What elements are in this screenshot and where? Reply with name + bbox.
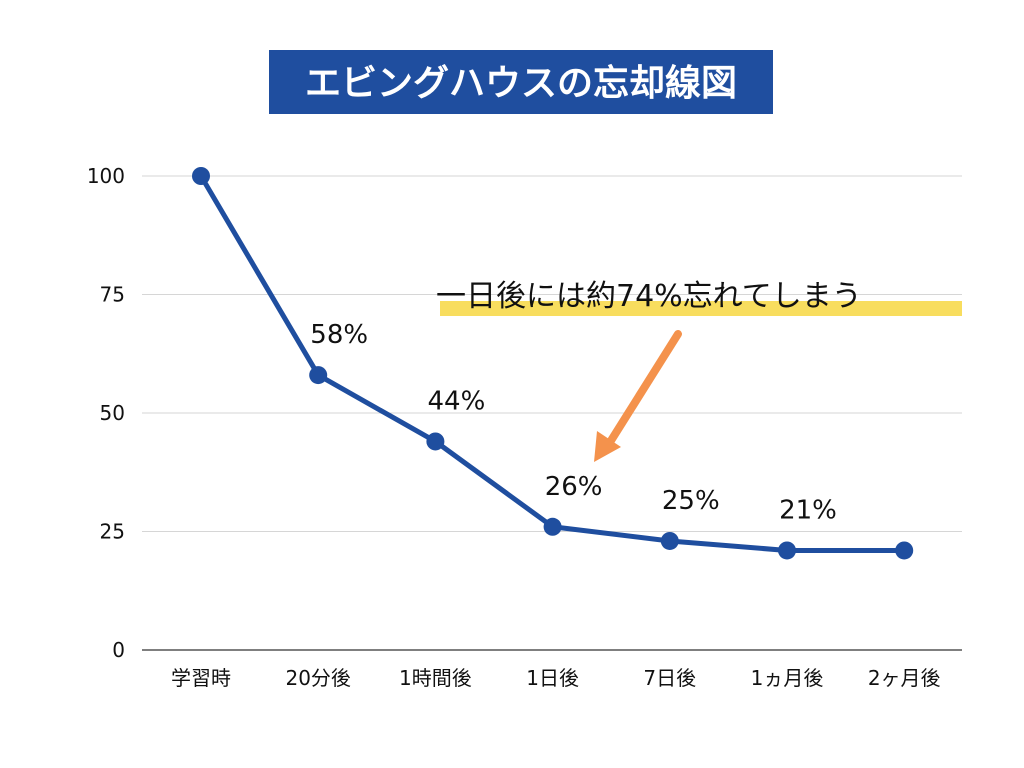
- data-point-4: [660, 531, 679, 550]
- chart-title-background: [269, 50, 773, 114]
- y-axis-ticks: 0 25 50 75 100: [87, 164, 125, 662]
- y-tick-label-100: 100: [87, 164, 125, 188]
- callout-arrow-shaft: [603, 330, 682, 451]
- y-tick-label-75: 75: [100, 283, 125, 307]
- y-tick-label-0: 0: [112, 638, 125, 662]
- x-axis-ticks: 学習時 20分後 1時間後 1日後 7日後 1ヵ月後 2ヶ月後: [171, 666, 941, 690]
- x-tick-label-4: 7日後: [643, 666, 696, 690]
- series-layer: [192, 167, 914, 560]
- x-tick-label-6: 2ヶ月後: [868, 666, 941, 690]
- callout-highlight: [440, 301, 962, 316]
- x-tick-label-0: 学習時: [171, 666, 231, 690]
- x-tick-label-2: 1時間後: [399, 666, 472, 690]
- x-tick-label-5: 1ヵ月後: [751, 666, 824, 690]
- data-point-5: [778, 541, 796, 560]
- data-point-0: [192, 167, 210, 185]
- chart-title-text: エビングハウスの忘却線図: [305, 63, 737, 104]
- callout-text: 一日後には約74%忘れてしまう: [436, 279, 862, 314]
- data-label-3: 26%: [545, 472, 603, 502]
- data-point-1: [309, 366, 328, 385]
- x-tick-label-3: 1日後: [526, 666, 579, 690]
- data-label-1: 58%: [310, 320, 368, 350]
- callout-arrow-head: [594, 431, 621, 462]
- data-label-4: 25%: [662, 486, 720, 516]
- callout-annotation: 一日後には約74%忘れてしまう: [436, 279, 962, 462]
- data-label-2: 44%: [428, 386, 486, 416]
- data-labels: 58% 44% 26% 25% 21%: [310, 320, 837, 525]
- callout-arrow: [594, 330, 682, 462]
- data-point-2: [426, 432, 445, 451]
- y-tick-label-25: 25: [100, 520, 125, 544]
- chart-title: エビングハウスの忘却線図: [269, 50, 773, 114]
- data-point-3: [543, 517, 562, 536]
- data-point-6: [895, 541, 914, 560]
- gridlines: [142, 175, 962, 651]
- y-tick-label-50: 50: [100, 401, 125, 425]
- data-label-5: 21%: [779, 495, 837, 525]
- x-tick-label-1: 20分後: [285, 666, 350, 690]
